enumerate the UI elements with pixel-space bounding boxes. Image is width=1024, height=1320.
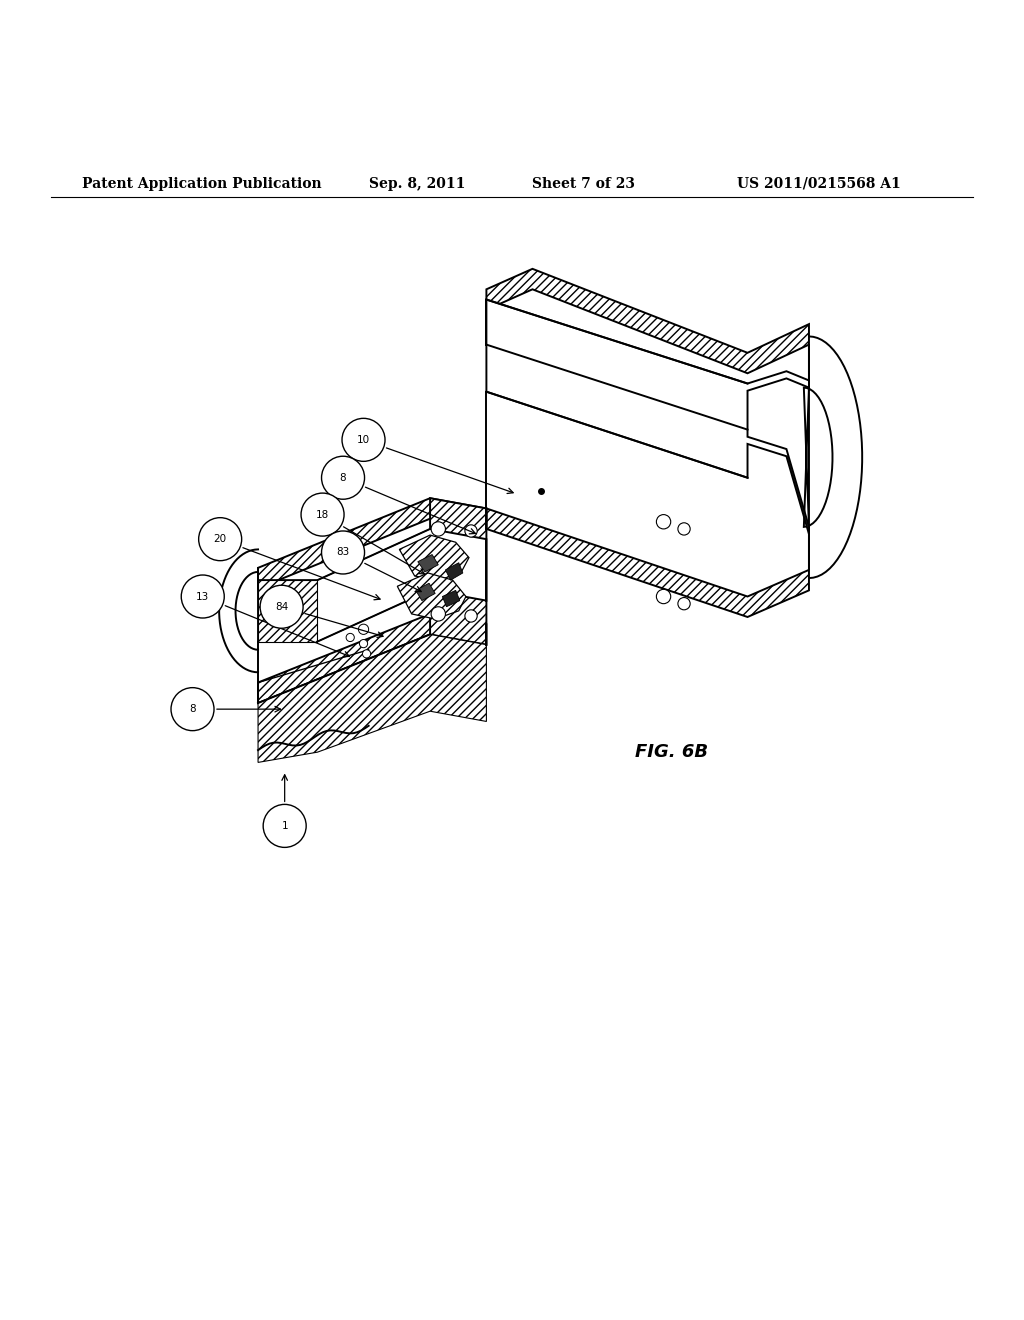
Circle shape [678, 523, 690, 535]
Circle shape [678, 598, 690, 610]
Circle shape [431, 521, 445, 536]
Text: Sep. 8, 2011: Sep. 8, 2011 [369, 177, 465, 191]
Text: 83: 83 [337, 548, 349, 557]
Polygon shape [486, 508, 809, 616]
Circle shape [171, 688, 214, 731]
Polygon shape [486, 269, 809, 374]
Circle shape [346, 634, 354, 642]
Text: 84: 84 [275, 602, 288, 611]
Polygon shape [258, 635, 486, 763]
Text: 1: 1 [282, 821, 288, 830]
Polygon shape [258, 498, 486, 589]
Polygon shape [430, 498, 486, 644]
Text: 10: 10 [357, 434, 370, 445]
Text: Sheet 7 of 23: Sheet 7 of 23 [532, 177, 636, 191]
Polygon shape [445, 562, 463, 579]
Polygon shape [416, 583, 435, 601]
Polygon shape [397, 573, 466, 619]
Circle shape [465, 525, 477, 537]
Circle shape [656, 589, 671, 603]
Circle shape [322, 457, 365, 499]
Circle shape [358, 624, 369, 635]
Text: 8: 8 [189, 704, 196, 714]
Polygon shape [258, 529, 486, 642]
Text: FIG. 6B: FIG. 6B [635, 743, 708, 762]
Text: 8: 8 [340, 473, 346, 483]
Circle shape [181, 576, 224, 618]
Circle shape [465, 610, 477, 622]
Circle shape [199, 517, 242, 561]
Text: 13: 13 [197, 591, 209, 602]
Circle shape [322, 531, 365, 574]
Polygon shape [258, 579, 317, 642]
Polygon shape [804, 388, 833, 527]
Circle shape [342, 418, 385, 462]
Polygon shape [258, 614, 486, 704]
Polygon shape [418, 554, 438, 572]
Circle shape [263, 804, 306, 847]
Circle shape [260, 585, 303, 628]
Circle shape [431, 607, 445, 622]
Text: US 2011/0215568 A1: US 2011/0215568 A1 [737, 177, 901, 191]
Circle shape [301, 494, 344, 536]
Circle shape [359, 639, 368, 648]
Circle shape [656, 515, 671, 529]
Text: 20: 20 [214, 535, 226, 544]
Circle shape [362, 649, 371, 657]
Polygon shape [442, 590, 460, 607]
Polygon shape [486, 300, 809, 535]
Polygon shape [399, 535, 469, 579]
Polygon shape [809, 337, 862, 578]
Text: 18: 18 [316, 510, 329, 520]
Text: Patent Application Publication: Patent Application Publication [82, 177, 322, 191]
